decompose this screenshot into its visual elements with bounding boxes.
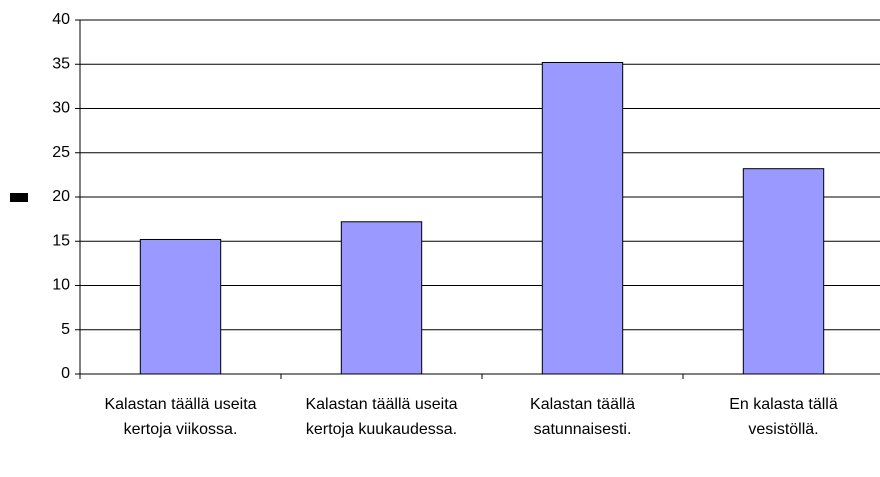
y-tick-label: 35 — [52, 55, 70, 72]
y-tick-label: 20 — [52, 188, 70, 205]
y-tick-label: 25 — [52, 144, 70, 161]
bar — [541, 61, 624, 375]
bar — [139, 238, 222, 375]
bar — [340, 221, 423, 375]
bar — [742, 168, 825, 375]
legend-swatch — [10, 193, 28, 202]
x-tick-label: Kalastan täällä useita kertoja viikossa. — [104, 396, 257, 438]
y-tick-label: 5 — [61, 321, 70, 338]
x-tick-label: Kalastan täällä satunnaisesti. — [530, 396, 635, 438]
y-tick-label: 40 — [52, 11, 70, 28]
y-tick-label: 30 — [52, 100, 70, 117]
x-tick-label: Kalastan täällä useita kertoja kuukaudes… — [305, 396, 458, 438]
x-tick-label: En kalasta tällä vesistöllä. — [729, 396, 838, 438]
y-tick-label: 0 — [61, 365, 70, 382]
y-tick-label: 15 — [52, 232, 70, 249]
y-tick-label: 10 — [52, 277, 70, 294]
